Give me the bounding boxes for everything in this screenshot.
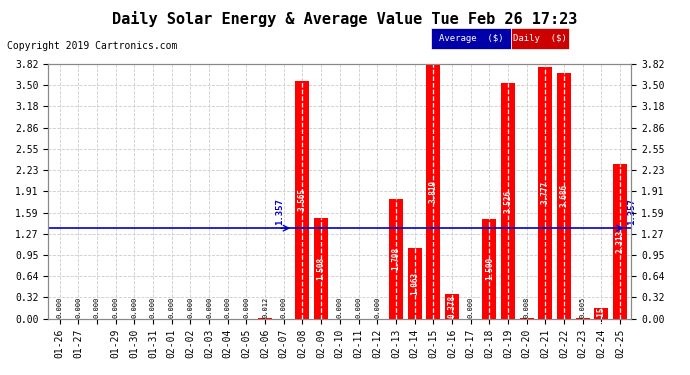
Bar [408,248,422,319]
Text: 0.000: 0.000 [468,297,473,318]
Text: 0.000: 0.000 [150,297,156,318]
Bar [295,81,309,319]
Text: 0.005: 0.005 [580,297,586,318]
Bar [445,294,459,319]
Text: 0.000: 0.000 [281,297,287,318]
Text: 0.000: 0.000 [112,297,119,318]
Text: Copyright 2019 Cartronics.com: Copyright 2019 Cartronics.com [7,41,177,51]
Text: 3.686: 3.686 [560,184,569,207]
Text: 0.000: 0.000 [187,297,193,318]
Bar [314,218,328,319]
Text: 1.357: 1.357 [275,199,284,225]
Text: Daily  ($): Daily ($) [513,34,567,43]
Text: 0.000: 0.000 [57,297,63,318]
Bar [520,318,533,319]
Text: 1.798: 1.798 [391,247,400,270]
Text: 1.500: 1.500 [485,257,494,280]
Text: Daily Solar Energy & Average Value Tue Feb 26 17:23: Daily Solar Energy & Average Value Tue F… [112,11,578,27]
Bar [482,219,496,319]
Text: 0.000: 0.000 [131,297,137,318]
Text: 0.000: 0.000 [244,297,249,318]
Text: 1.063: 1.063 [410,272,419,295]
Text: 2.313: 2.313 [615,230,624,253]
Text: 0.378: 0.378 [447,295,457,318]
Bar [538,67,553,319]
Text: 3.526: 3.526 [504,189,513,213]
Text: 0.000: 0.000 [337,297,343,318]
Bar [501,83,515,319]
Bar [426,64,440,319]
Text: Average  ($): Average ($) [439,34,504,43]
Bar [613,164,627,319]
Text: 0.000: 0.000 [355,297,362,318]
Text: 0.000: 0.000 [206,297,212,318]
Text: 0.000: 0.000 [168,297,175,318]
Text: 0.000: 0.000 [75,297,81,318]
Text: 3.565: 3.565 [298,188,307,211]
Text: 0.000: 0.000 [374,297,380,318]
Text: 0.000: 0.000 [225,297,230,318]
Text: 1.508: 1.508 [317,257,326,280]
Bar [258,318,272,319]
Text: 3.777: 3.777 [541,181,550,204]
Text: 3.819: 3.819 [428,180,437,203]
Bar [595,308,609,319]
Text: 1.357: 1.357 [627,199,636,225]
Text: 0.012: 0.012 [262,297,268,318]
Bar [557,73,571,319]
Text: 0.155: 0.155 [597,302,606,325]
Text: 0.000: 0.000 [94,297,100,318]
Bar [389,199,403,319]
Text: 0.008: 0.008 [524,297,530,318]
